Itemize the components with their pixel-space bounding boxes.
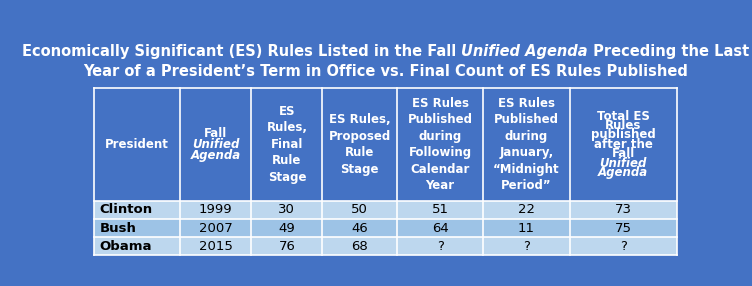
Text: Fall: Fall [611, 147, 635, 160]
Text: published: published [591, 128, 656, 142]
Text: ?: ? [523, 240, 530, 253]
Text: 46: 46 [351, 221, 368, 235]
Text: President: President [105, 138, 169, 151]
Bar [94, 237, 677, 255]
Text: 68: 68 [351, 240, 368, 253]
Text: ?: ? [620, 240, 626, 253]
Text: Bush: Bush [100, 221, 137, 235]
Text: 11: 11 [518, 221, 535, 235]
Text: ?: ? [437, 240, 444, 253]
Text: 73: 73 [614, 203, 632, 216]
Text: ES
Rules,
Final
Rule
Stage: ES Rules, Final Rule Stage [266, 105, 308, 184]
Text: 75: 75 [614, 221, 632, 235]
Text: 2015: 2015 [199, 240, 232, 253]
Text: Year of a President’s Term in Office vs. Final Count of ES Rules Published: Year of a President’s Term in Office vs.… [83, 64, 688, 79]
Text: Preceding the Last: Preceding the Last [588, 44, 749, 59]
Text: Total ES: Total ES [597, 110, 650, 122]
Text: 49: 49 [278, 221, 296, 235]
Text: 76: 76 [278, 240, 296, 253]
Text: 51: 51 [432, 203, 449, 216]
Text: ES Rules
Published
during
January,
“Midnight
Period”: ES Rules Published during January, “Midn… [493, 97, 559, 192]
Text: 22: 22 [518, 203, 535, 216]
Text: Unified Agenda: Unified Agenda [461, 44, 588, 59]
Text: 30: 30 [278, 203, 296, 216]
Text: Agenda: Agenda [598, 166, 648, 179]
Text: ES Rules,
Proposed
Rule
Stage: ES Rules, Proposed Rule Stage [329, 113, 391, 176]
Text: 50: 50 [351, 203, 368, 216]
Bar [94, 219, 677, 237]
Text: Unified: Unified [599, 157, 647, 170]
Text: Obama: Obama [100, 240, 153, 253]
Text: Unified: Unified [192, 138, 239, 151]
Text: 2007: 2007 [199, 221, 232, 235]
Text: 1999: 1999 [199, 203, 232, 216]
Text: Agenda: Agenda [191, 149, 241, 162]
Bar [94, 200, 677, 219]
Text: Clinton: Clinton [100, 203, 153, 216]
Text: 64: 64 [432, 221, 448, 235]
Text: ES Rules
Published
during
Following
Calendar
Year: ES Rules Published during Following Cale… [408, 97, 473, 192]
Text: Rules: Rules [605, 119, 641, 132]
Text: Economically Significant (ES) Rules Listed in the Fall: Economically Significant (ES) Rules List… [22, 44, 461, 59]
Text: Fall: Fall [205, 127, 227, 140]
Text: after the: after the [594, 138, 653, 151]
